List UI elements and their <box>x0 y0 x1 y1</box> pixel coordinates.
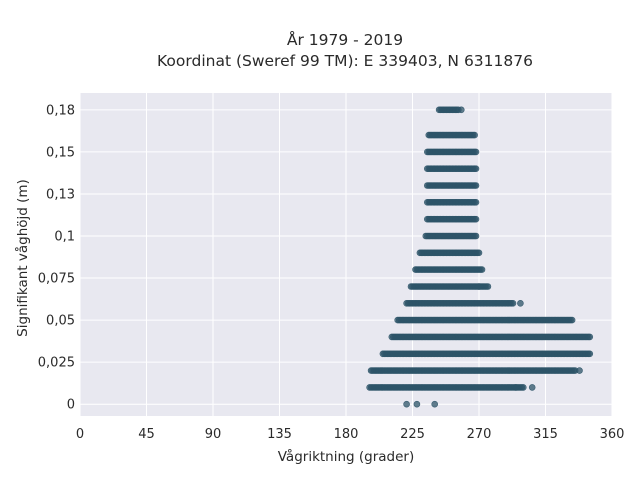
data-point <box>413 400 421 408</box>
data-point <box>457 106 465 114</box>
y-tick-label: 0,15 <box>46 145 75 160</box>
y-tick-label: 0,13 <box>46 187 75 202</box>
data-point <box>435 106 443 114</box>
data-point <box>586 333 594 341</box>
x-tick-label: 270 <box>467 427 492 442</box>
data-point <box>512 384 520 391</box>
y-tick-labels: 0 0,025 0,05 0,075 0,1 0,13 0,15 0,18 <box>38 103 75 412</box>
grid-lines <box>79 93 613 416</box>
x-tick-label: 315 <box>533 427 558 442</box>
y-axis-label: Signifikant våghöjd (m) <box>14 179 31 337</box>
x-tick-labels: 0 45 90 135 180 225 270 315 360 <box>76 427 625 442</box>
x-tick-label: 135 <box>267 427 292 442</box>
data-point <box>472 165 480 172</box>
x-tick-label: 180 <box>334 427 359 442</box>
y-tick-label: 0,075 <box>38 272 75 287</box>
data-point <box>509 299 517 307</box>
data-point <box>472 232 480 240</box>
data-point <box>472 215 480 223</box>
chart-title: År 1979 - 2019 <box>287 30 403 49</box>
x-tick-label: 0 <box>76 427 84 442</box>
data-point <box>478 266 486 273</box>
data-point <box>484 283 492 290</box>
data-point <box>519 384 527 391</box>
data-point <box>586 350 594 358</box>
data-point <box>431 400 439 408</box>
data-point <box>528 384 536 391</box>
x-tick-label: 360 <box>600 427 625 442</box>
data-point <box>472 199 480 206</box>
chart-subtitle: Koordinat (Sweref 99 TM): E 339403, N 63… <box>157 52 533 70</box>
data-point <box>471 131 478 139</box>
data-point <box>472 148 480 156</box>
data-point <box>576 367 583 374</box>
data-points <box>366 106 594 408</box>
data-point <box>403 400 410 408</box>
y-tick-label: 0 <box>67 398 75 413</box>
y-tick-label: 0,025 <box>38 356 75 371</box>
x-axis-label: Vågriktning (grader) <box>278 448 415 465</box>
data-point <box>472 182 480 189</box>
data-point <box>475 249 483 257</box>
data-point <box>475 283 483 290</box>
data-point <box>568 316 576 324</box>
x-tick-label: 45 <box>138 427 155 442</box>
y-tick-label: 0,05 <box>46 314 75 329</box>
x-tick-label: 90 <box>205 427 222 442</box>
data-point <box>517 299 524 307</box>
y-tick-label: 0,18 <box>46 103 75 118</box>
y-tick-label: 0,1 <box>54 229 75 244</box>
x-tick-label: 225 <box>400 427 425 442</box>
